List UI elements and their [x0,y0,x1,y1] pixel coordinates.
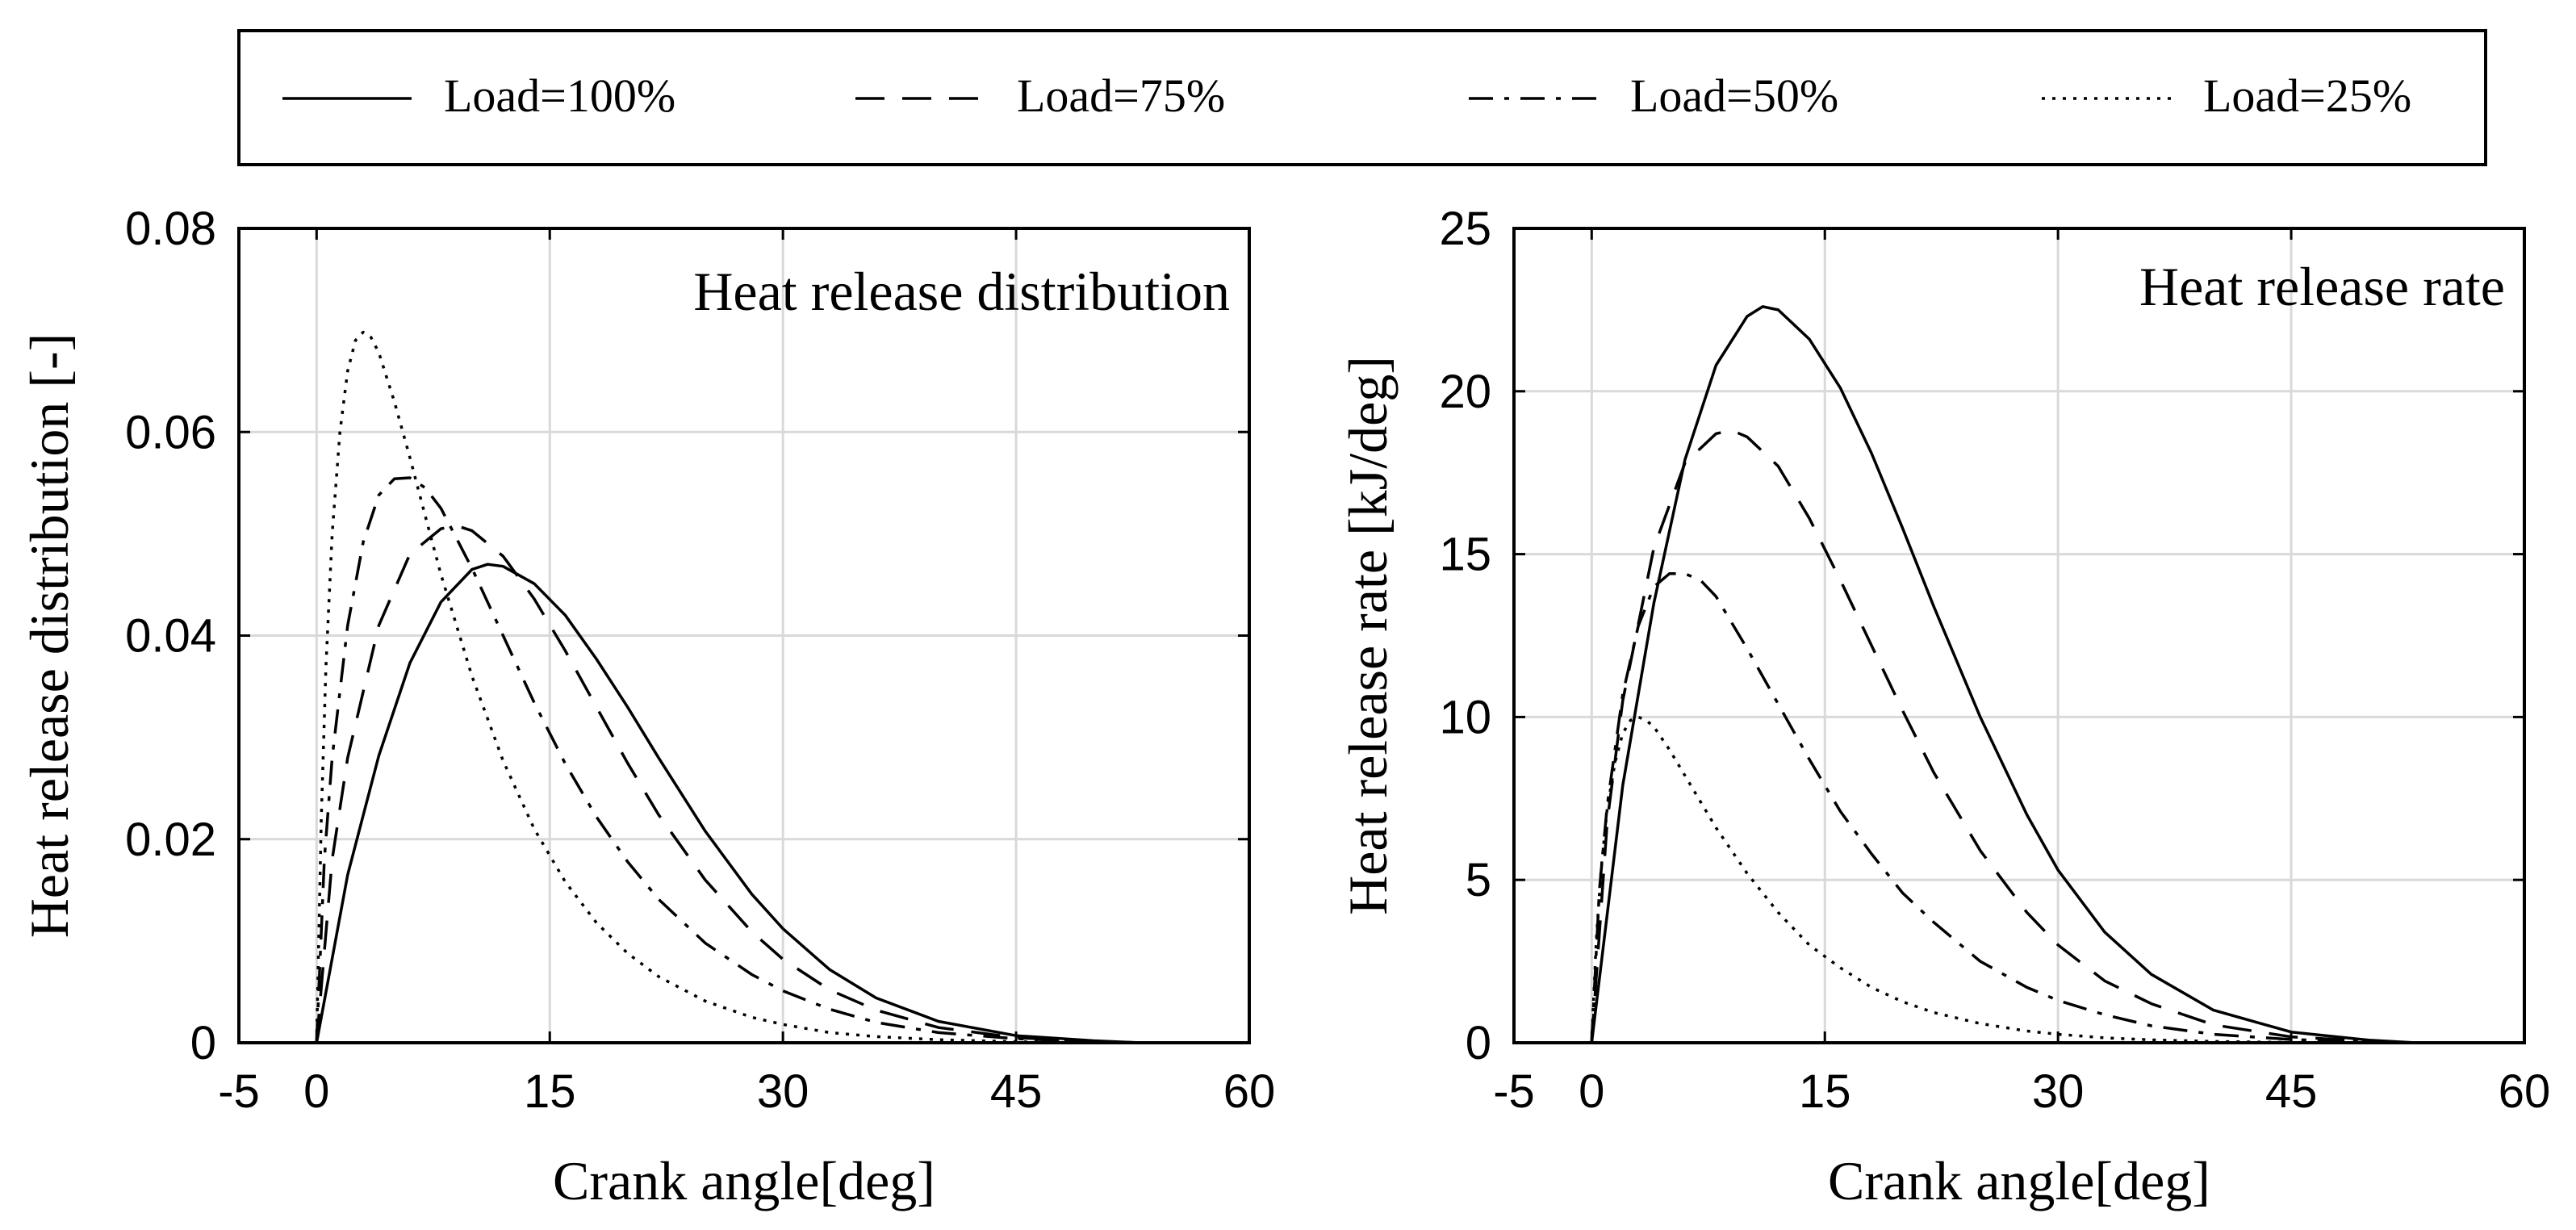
x-tick-label: 45 [2265,1065,2318,1118]
y-axis-label: Heat release distribution [-] [19,333,80,939]
x-tick-label: 45 [990,1065,1043,1118]
grid [239,228,1249,1043]
series-lines [315,330,1141,1044]
tick-marks [1512,227,2526,1044]
series-line-100-percent [315,563,1141,1044]
x-tick-labels: -5 0 15 30 45 60 [218,1065,1275,1118]
legend-label-load-100: Load=100% [444,69,675,122]
series-line-25-percent [315,330,1094,1044]
x-tick-label: 0 [303,1065,329,1118]
y-tick-label: 10 [1439,691,1491,743]
x-tick-label: 30 [2032,1065,2085,1118]
x-tick-label: 60 [1223,1065,1276,1118]
y-axis-label: Heat release rate [kJ/deg] [1337,356,1399,915]
y-tick-label: 15 [1439,529,1491,581]
x-tick-label: 15 [524,1065,576,1118]
series-lines [1590,305,2416,1044]
y-tick-label: 0.04 [125,610,216,663]
legend-label-load-50: Load=50% [1630,69,1838,122]
series-line-25-percent [1590,715,2369,1044]
x-tick-label: 0 [1579,1065,1604,1118]
panel-title: Heat release rate [2139,256,2505,317]
series-line-100-percent [1590,305,2416,1044]
legend: Load=100% Load=75% Load=50% Load=25% [237,29,2487,166]
y-tick-label: 5 [1466,854,1491,906]
grid [1514,228,2524,1043]
x-tick-label: 30 [757,1065,809,1118]
y-tick-label: 0.08 [125,203,216,255]
x-tick-label: 60 [2499,1065,2551,1118]
series-line-50-percent [315,476,1141,1044]
x-tick-label: 15 [1799,1065,1851,1118]
x-axis-label: Crank angle[deg] [553,1150,935,1211]
plot-frame [1512,227,2526,1044]
y-tick-label: 0.06 [125,406,216,458]
y-tick-label: 25 [1439,203,1491,255]
y-tick-label: 0 [1466,1017,1491,1069]
x-tick-label: -5 [1493,1065,1535,1118]
x-axis-label: Crank angle[deg] [1828,1150,2210,1211]
tick-marks [237,227,1251,1044]
panel-title: Heat release distribution [693,261,1230,322]
chart-heat-release-distribution: -5 0 15 30 45 60 00.020.040.060.08 Heat relea… [19,203,1275,1211]
series-line-50-percent [1590,572,2416,1044]
y-tick-label: 20 [1439,366,1491,418]
legend-box [237,29,2487,166]
series-line-75-percent [315,524,1141,1044]
x-tick-label: -5 [218,1065,260,1118]
series-line-75-percent [1590,429,2416,1044]
y-tick-labels: 0 0.02 0.04 0.06 0.08 [125,203,216,1069]
y-tick-label: 0.02 [125,814,216,866]
legend-label-load-25: Load=25% [2203,69,2411,122]
x-tick-labels: -5 0 15 30 45 60 [1493,1065,2550,1118]
y-tick-label: 0 [190,1017,216,1069]
legend-label-load-75: Load=75% [1017,69,1225,122]
y-tick-labels: 0 5 10 15 20 25 [1439,203,1491,1069]
